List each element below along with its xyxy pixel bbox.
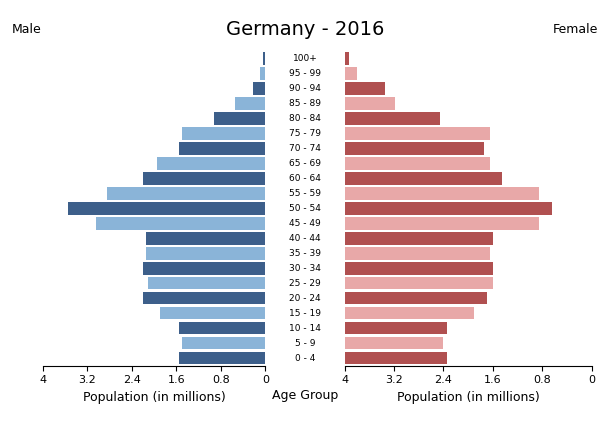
Bar	[345, 97, 395, 110]
Bar	[345, 52, 349, 65]
Bar	[345, 67, 357, 80]
X-axis label: Population (in millions): Population (in millions)	[396, 391, 540, 404]
Bar	[345, 292, 487, 304]
Bar	[182, 127, 265, 140]
Bar	[345, 262, 493, 275]
Bar	[179, 351, 265, 364]
Bar	[157, 157, 265, 170]
Bar	[345, 172, 502, 185]
Bar	[146, 232, 265, 244]
Bar	[214, 112, 265, 125]
Text: 15 - 19: 15 - 19	[289, 309, 321, 317]
Bar	[345, 217, 539, 230]
Bar	[345, 247, 490, 260]
Bar	[253, 82, 265, 95]
Text: 20 - 24: 20 - 24	[289, 294, 321, 303]
Bar	[345, 82, 385, 95]
Text: Male: Male	[12, 23, 42, 36]
Text: 40 - 44: 40 - 44	[289, 234, 321, 243]
Text: 30 - 34: 30 - 34	[289, 264, 321, 273]
Bar	[345, 157, 490, 170]
Text: 50 - 54: 50 - 54	[289, 204, 321, 213]
Bar	[146, 247, 265, 260]
Text: 70 - 74: 70 - 74	[289, 144, 321, 153]
Bar	[107, 187, 265, 200]
Text: 80 - 84: 80 - 84	[289, 114, 321, 123]
Bar	[143, 292, 265, 304]
Bar	[179, 142, 265, 155]
Bar	[345, 307, 475, 320]
Text: 75 - 79: 75 - 79	[289, 129, 321, 138]
Text: 35 - 39: 35 - 39	[289, 249, 321, 258]
Bar	[182, 337, 265, 349]
Text: 65 - 69: 65 - 69	[289, 159, 321, 168]
Bar	[68, 202, 265, 215]
Bar	[345, 277, 493, 289]
Text: 60 - 64: 60 - 64	[289, 174, 321, 183]
Text: Female: Female	[553, 23, 598, 36]
Text: 55 - 59: 55 - 59	[289, 189, 321, 198]
Text: 95 - 99: 95 - 99	[289, 69, 321, 78]
Bar	[345, 112, 440, 125]
Text: 25 - 29: 25 - 29	[289, 279, 321, 288]
Bar	[345, 337, 443, 349]
X-axis label: Population (in millions): Population (in millions)	[82, 391, 226, 404]
Text: 85 - 89: 85 - 89	[289, 99, 321, 108]
Bar	[345, 142, 484, 155]
Bar	[345, 322, 447, 334]
Bar	[345, 127, 490, 140]
Text: Germany - 2016: Germany - 2016	[226, 20, 384, 39]
Text: 0 - 4: 0 - 4	[295, 354, 315, 363]
Bar	[143, 172, 265, 185]
Bar	[260, 67, 265, 80]
Bar	[345, 232, 493, 244]
Bar	[345, 202, 551, 215]
Bar	[148, 277, 265, 289]
Bar	[263, 52, 265, 65]
Text: 90 - 94: 90 - 94	[289, 84, 321, 93]
Text: 10 - 14: 10 - 14	[289, 323, 321, 332]
Text: 100+: 100+	[293, 54, 317, 63]
Bar	[143, 262, 265, 275]
Bar	[345, 187, 539, 200]
Bar	[235, 97, 265, 110]
Bar	[160, 307, 265, 320]
Bar	[96, 217, 265, 230]
Text: 5 - 9: 5 - 9	[295, 339, 315, 348]
Text: 45 - 49: 45 - 49	[289, 219, 321, 228]
Bar	[179, 322, 265, 334]
Bar	[345, 351, 447, 364]
Text: Age Group: Age Group	[272, 389, 338, 402]
